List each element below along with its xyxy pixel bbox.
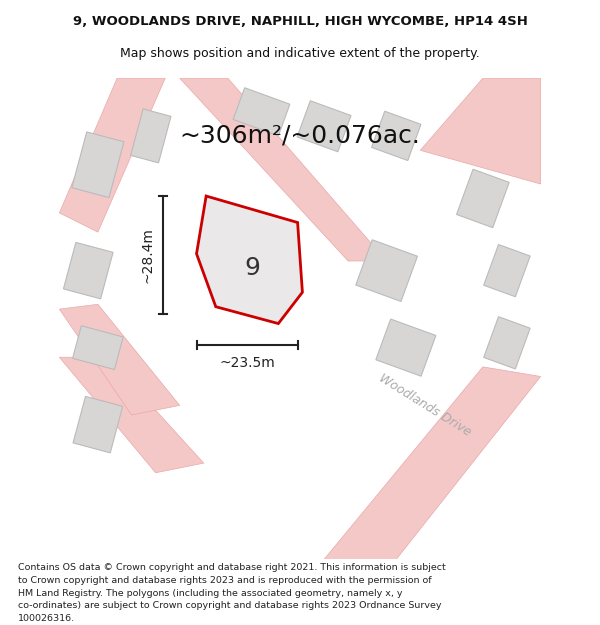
Text: Contains OS data © Crown copyright and database right 2021. This information is : Contains OS data © Crown copyright and d… bbox=[18, 563, 446, 572]
Polygon shape bbox=[59, 304, 179, 415]
Polygon shape bbox=[484, 244, 530, 297]
Text: ~23.5m: ~23.5m bbox=[219, 356, 275, 370]
Text: co-ordinates) are subject to Crown copyright and database rights 2023 Ordnance S: co-ordinates) are subject to Crown copyr… bbox=[18, 601, 442, 611]
Polygon shape bbox=[64, 242, 113, 299]
Polygon shape bbox=[484, 317, 530, 369]
Polygon shape bbox=[297, 101, 351, 152]
Polygon shape bbox=[421, 78, 541, 184]
Text: Map shows position and indicative extent of the property.: Map shows position and indicative extent… bbox=[120, 47, 480, 59]
Polygon shape bbox=[73, 326, 123, 369]
Text: ~28.4m: ~28.4m bbox=[140, 227, 154, 283]
Text: HM Land Registry. The polygons (including the associated geometry, namely x, y: HM Land Registry. The polygons (includin… bbox=[18, 589, 403, 598]
Polygon shape bbox=[457, 169, 509, 228]
Polygon shape bbox=[324, 367, 541, 559]
Polygon shape bbox=[197, 196, 302, 324]
Polygon shape bbox=[371, 111, 421, 161]
Polygon shape bbox=[59, 78, 165, 232]
Text: ~306m²/~0.076ac.: ~306m²/~0.076ac. bbox=[179, 124, 421, 148]
Text: 100026316.: 100026316. bbox=[18, 614, 75, 623]
Polygon shape bbox=[356, 240, 418, 301]
Text: to Crown copyright and database rights 2023 and is reproduced with the permissio: to Crown copyright and database rights 2… bbox=[18, 576, 431, 585]
Polygon shape bbox=[59, 357, 204, 472]
Polygon shape bbox=[72, 132, 124, 198]
Polygon shape bbox=[131, 109, 171, 163]
Polygon shape bbox=[73, 396, 122, 453]
Text: 9, WOODLANDS DRIVE, NAPHILL, HIGH WYCOMBE, HP14 4SH: 9, WOODLANDS DRIVE, NAPHILL, HIGH WYCOMB… bbox=[73, 16, 527, 28]
Text: Woodlands Drive: Woodlands Drive bbox=[377, 372, 473, 439]
Text: 9: 9 bbox=[244, 256, 260, 280]
Polygon shape bbox=[179, 78, 386, 261]
Polygon shape bbox=[376, 319, 436, 376]
Polygon shape bbox=[233, 88, 290, 136]
